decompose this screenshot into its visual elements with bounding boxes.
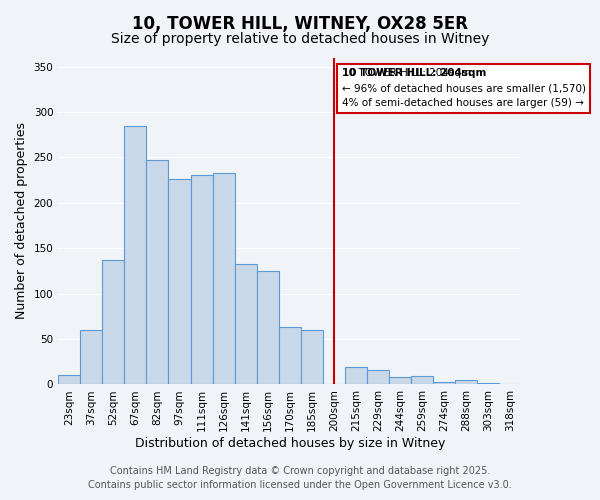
Text: 10 TOWER HILL: 204sqm
← 96% of detached houses are smaller (1,570)
4% of semi-de: 10 TOWER HILL: 204sqm ← 96% of detached … <box>341 68 586 108</box>
Bar <box>102 260 124 384</box>
Bar <box>58 376 80 384</box>
Bar <box>146 160 169 384</box>
Y-axis label: Number of detached properties: Number of detached properties <box>15 122 28 320</box>
Bar <box>411 376 433 384</box>
Text: Size of property relative to detached houses in Witney: Size of property relative to detached ho… <box>111 32 489 46</box>
Bar <box>455 380 478 384</box>
Bar <box>389 377 411 384</box>
Bar <box>301 330 323 384</box>
Bar <box>433 382 455 384</box>
Bar <box>124 126 146 384</box>
Text: 10 TOWER HILL: 204sqm: 10 TOWER HILL: 204sqm <box>341 68 486 78</box>
Text: 10, TOWER HILL, WITNEY, OX28 5ER: 10, TOWER HILL, WITNEY, OX28 5ER <box>132 15 468 33</box>
X-axis label: Distribution of detached houses by size in Witney: Distribution of detached houses by size … <box>134 437 445 450</box>
Bar <box>235 264 257 384</box>
Bar <box>169 179 191 384</box>
Bar <box>212 173 235 384</box>
Bar <box>257 271 279 384</box>
Bar <box>367 370 389 384</box>
Bar <box>478 382 499 384</box>
Bar <box>345 367 367 384</box>
Bar <box>80 330 102 384</box>
Bar <box>191 174 212 384</box>
Text: Contains HM Land Registry data © Crown copyright and database right 2025.
Contai: Contains HM Land Registry data © Crown c… <box>88 466 512 490</box>
Bar <box>279 327 301 384</box>
